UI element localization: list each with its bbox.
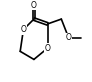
Text: O: O [45,44,51,53]
Text: O: O [31,1,37,10]
Text: O: O [66,33,71,42]
Text: O: O [21,25,26,34]
